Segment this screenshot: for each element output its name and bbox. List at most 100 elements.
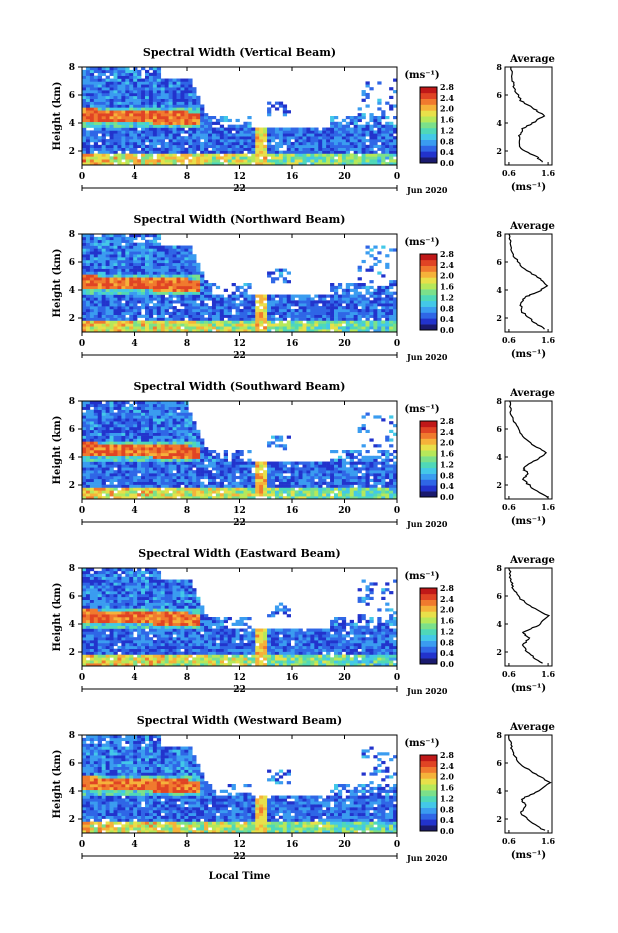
heatmap-cell [149,433,153,436]
heatmap-cell [287,306,291,309]
heatmap-cell [86,90,90,93]
heatmap-cell [125,139,129,142]
heatmap-cell [287,312,291,315]
heatmap-cell [82,125,86,128]
heatmap-cell [117,424,121,427]
heatmap-cell [129,418,133,421]
heatmap-cell [177,323,181,326]
heatmap-cell [338,493,342,496]
heatmap-cell [177,462,181,465]
heatmap-cell [125,102,129,105]
heatmap-cell [177,289,181,292]
heatmap-cell [377,315,381,318]
heatmap-cell [82,300,86,303]
heatmap-cell [149,326,153,329]
heatmap-cell [310,320,314,323]
heatmap-cell [200,450,204,453]
heatmap-cell [184,407,188,410]
heatmap-cell [98,303,102,306]
colorbar-swatch [420,134,437,140]
heatmap-cell [184,424,188,427]
heatmap-cell [381,315,385,318]
heatmap-cell [236,151,240,154]
heatmap-cell [385,312,389,315]
heatmap-cell [180,110,184,113]
heatmap-cell [149,485,153,488]
heatmap-cell [149,133,153,136]
heatmap-cell [291,153,295,156]
heatmap-cell [295,139,299,142]
heatmap-cell [338,153,342,156]
heatmap-cell [192,263,196,266]
heatmap-cell [373,142,377,145]
heatmap-cell [125,413,129,416]
heatmap-cell [200,482,204,485]
heatmap-cell [161,433,165,436]
heatmap-cell [157,292,161,295]
heatmap-cell [86,459,90,462]
heatmap-cell [366,84,370,87]
heatmap-cell [310,148,314,151]
heatmap-cell [306,303,310,306]
heatmap-cell [117,96,121,99]
heatmap-cell [149,156,153,159]
heatmap-cell [173,119,177,122]
heatmap-cell [381,159,385,162]
heatmap-cell [121,110,125,113]
heatmap-cell [129,286,133,289]
heatmap-cell [117,90,121,93]
heatmap-cell [338,139,342,142]
heatmap-cell [153,139,157,142]
heatmap-cell [184,263,188,266]
heatmap-cell [145,269,149,272]
heatmap-cell [173,107,177,110]
heatmap-cell [133,430,137,433]
heatmap-cell [287,470,291,473]
heatmap-cell [275,326,279,329]
heatmap-cell [180,318,184,321]
heatmap-cell [129,280,133,283]
heatmap-cell [86,430,90,433]
colorbar-tick-label: 1.2 [440,292,454,302]
heatmap-cell [381,306,385,309]
heatmap-cell [350,315,354,318]
heatmap-cell [299,470,303,473]
heatmap-cell [358,119,362,122]
heatmap-cell [86,243,90,246]
heatmap-cell [232,482,236,485]
heatmap-cell [196,470,200,473]
heatmap-cell [188,303,192,306]
heatmap-cell [177,326,181,329]
heatmap-cell [204,309,208,312]
heatmap-cell [133,447,137,450]
heatmap-cell [137,456,141,459]
heatmap-cell [82,456,86,459]
heatmap-cell [216,306,220,309]
heatmap-cell [102,490,106,493]
heatmap-cell [200,323,204,326]
heatmap-cell [110,436,114,439]
heatmap-cell [94,90,98,93]
heatmap-cell [188,274,192,277]
heatmap-cell [322,473,326,476]
heatmap-cell [184,476,188,479]
heatmap-cell [121,306,125,309]
heatmap-cell [82,470,86,473]
heatmap-cell [192,309,196,312]
heatmap-cell [125,145,129,148]
heatmap-cell [125,104,129,107]
heatmap-cell [322,142,326,145]
heatmap-cell [110,119,114,122]
colorbar-swatch [420,318,437,324]
heatmap-cell [389,286,393,289]
heatmap-cell [153,433,157,436]
heatmap-cell [342,315,346,318]
heatmap-cell [117,418,121,421]
heatmap-cell [86,153,90,156]
heatmap-cell [177,122,181,125]
heatmap-cell [149,438,153,441]
heatmap-cell [243,479,247,482]
heatmap-cell [267,102,271,105]
heatmap-cell [90,436,94,439]
heatmap-cell [117,476,121,479]
